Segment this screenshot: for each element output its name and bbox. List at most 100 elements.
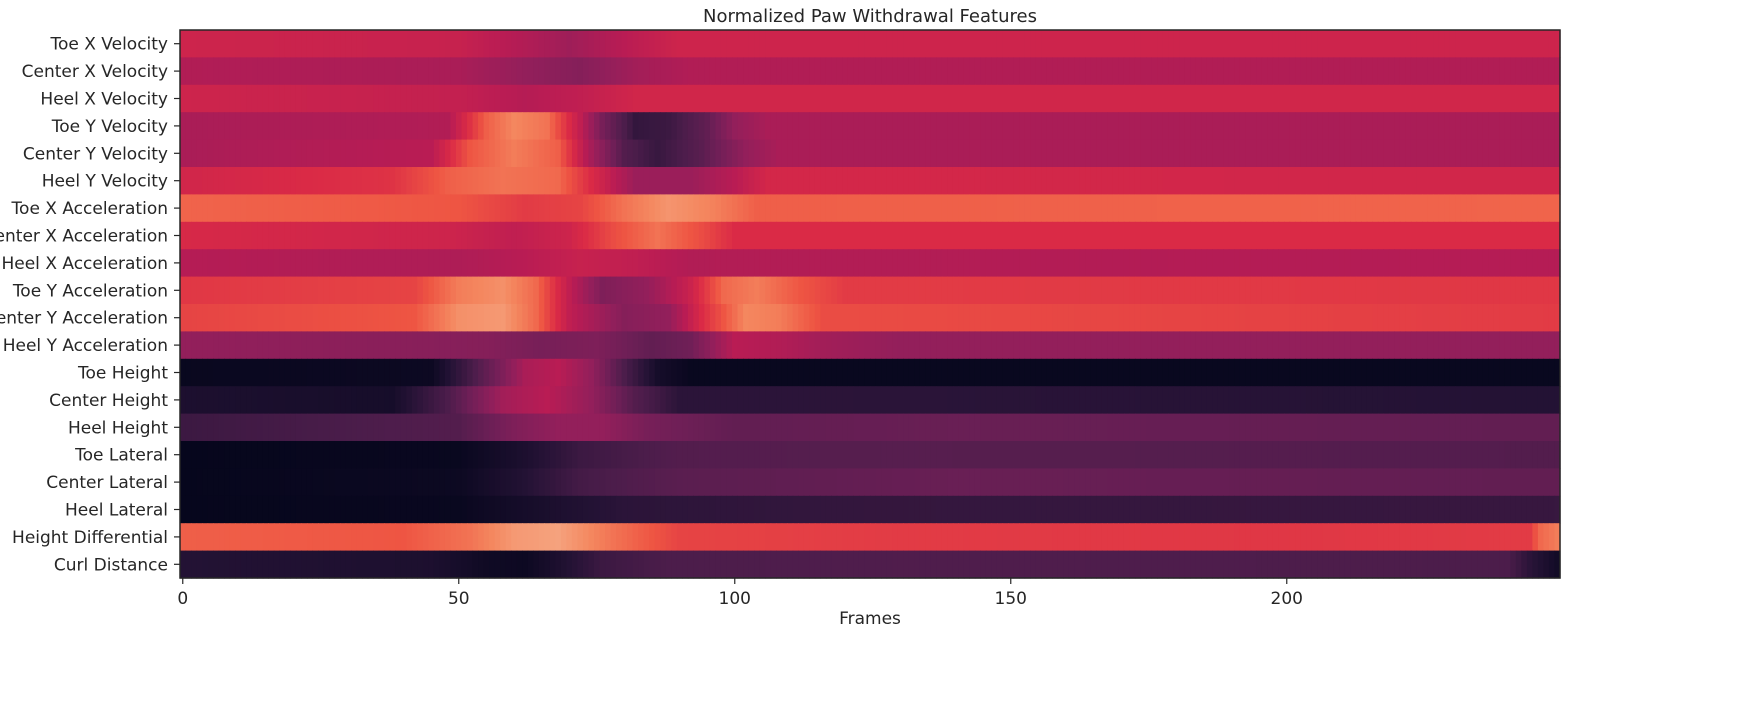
heatmap-cell <box>1107 30 1114 58</box>
heatmap-cell <box>1079 57 1086 86</box>
heatmap-cell <box>290 386 297 415</box>
heatmap-cell <box>1521 249 1528 278</box>
heatmap-cell <box>1162 523 1169 552</box>
heatmap-cell <box>1068 413 1075 442</box>
heatmap-cell <box>599 304 606 332</box>
heatmap-cell <box>1477 331 1484 360</box>
heatmap-cell <box>229 167 236 195</box>
heatmap-cell <box>952 386 959 415</box>
heatmap-cell <box>185 523 192 552</box>
heatmap-cell <box>1052 139 1059 168</box>
heatmap-cell <box>295 304 303 332</box>
heatmap-cell <box>770 523 777 552</box>
heatmap-cell <box>1455 112 1462 141</box>
heatmap-cell <box>1168 139 1175 168</box>
heatmap-cell <box>1388 441 1395 469</box>
heatmap-cell <box>985 358 993 387</box>
heatmap-cell <box>516 276 523 305</box>
heatmap-cell <box>1245 221 1252 250</box>
heatmap-cell <box>1151 386 1158 415</box>
heatmap-cell <box>1057 139 1064 168</box>
heatmap-cell <box>1306 386 1313 415</box>
heatmap-cell <box>538 358 545 387</box>
heatmap-cell <box>312 194 319 223</box>
heatmap-cell <box>334 550 341 579</box>
heatmap-cell <box>240 57 247 86</box>
heatmap-cell <box>456 276 463 305</box>
heatmap-cell <box>1162 249 1169 278</box>
heatmap-cell <box>1317 304 1324 332</box>
heatmap-cell <box>1366 331 1373 360</box>
heatmap-cell <box>246 221 253 250</box>
heatmap-cell <box>549 386 556 415</box>
heatmap-cell <box>605 276 612 305</box>
heatmap-cell <box>1030 112 1037 141</box>
heatmap-cell <box>1383 167 1390 195</box>
heatmap-cell <box>544 441 551 469</box>
heatmap-cell <box>925 358 932 387</box>
heatmap-cell <box>903 331 910 360</box>
heatmap-cell <box>1090 30 1097 58</box>
heatmap-cell <box>704 495 711 524</box>
heatmap-cell <box>411 194 418 223</box>
heatmap-cell <box>1427 386 1434 415</box>
heatmap-cell <box>627 30 634 58</box>
heatmap-cell <box>279 221 286 250</box>
heatmap-cell <box>411 276 418 305</box>
heatmap-cell <box>290 441 297 469</box>
heatmap-cell <box>1223 221 1230 250</box>
heatmap-cell <box>334 495 341 524</box>
heatmap-cell <box>638 249 645 278</box>
heatmap-cell <box>1488 276 1495 305</box>
heatmap-cell <box>759 495 766 524</box>
heatmap-cell <box>853 57 860 86</box>
heatmap-cell <box>1052 249 1059 278</box>
heatmap-cell <box>472 249 479 278</box>
heatmap-cell <box>903 139 910 168</box>
heatmap-cell <box>318 84 325 113</box>
heatmap-cell <box>1063 441 1070 469</box>
heatmap-cell <box>1019 523 1026 552</box>
heatmap-cell <box>881 112 888 141</box>
heatmap-cell <box>748 468 755 497</box>
heatmap-cell <box>632 112 639 141</box>
heatmap-cell <box>1223 413 1230 442</box>
heatmap-cell <box>1455 167 1462 195</box>
heatmap-cell <box>439 167 446 195</box>
heatmap-cell <box>831 249 838 278</box>
heatmap-cell <box>1295 358 1302 387</box>
heatmap-cell <box>820 550 827 579</box>
heatmap-cell <box>952 413 959 442</box>
heatmap-cell <box>847 84 855 113</box>
heatmap-cell <box>373 221 380 250</box>
heatmap-cell <box>522 139 529 168</box>
heatmap-cell <box>367 386 374 415</box>
heatmap-cell <box>627 84 634 113</box>
heatmap-cell <box>1272 468 1280 497</box>
heatmap-cell <box>1234 386 1241 415</box>
heatmap-cell <box>836 112 843 141</box>
heatmap-cell <box>494 249 501 278</box>
heatmap-cell <box>1112 167 1119 195</box>
heatmap-cell <box>881 139 888 168</box>
heatmap-cell <box>969 468 976 497</box>
heatmap-cell <box>875 386 882 415</box>
heatmap-cell <box>246 550 253 579</box>
heatmap-cell <box>1388 167 1395 195</box>
heatmap-cell <box>566 358 573 387</box>
heatmap-cell <box>941 386 948 415</box>
heatmap-cell <box>930 221 937 250</box>
heatmap-cell <box>605 386 612 415</box>
heatmap-cell <box>743 249 750 278</box>
heatmap-cell <box>444 194 452 223</box>
heatmap-cell <box>671 84 678 113</box>
heatmap-cell <box>1372 276 1379 305</box>
heatmap-cell <box>1322 249 1329 278</box>
heatmap-cell <box>665 413 672 442</box>
heatmap-cell <box>1063 358 1070 387</box>
heatmap-cell <box>1157 468 1164 497</box>
heatmap-cell <box>400 84 407 113</box>
heatmap-cell <box>720 112 728 141</box>
heatmap-cell <box>881 167 888 195</box>
heatmap-cell <box>1035 139 1042 168</box>
